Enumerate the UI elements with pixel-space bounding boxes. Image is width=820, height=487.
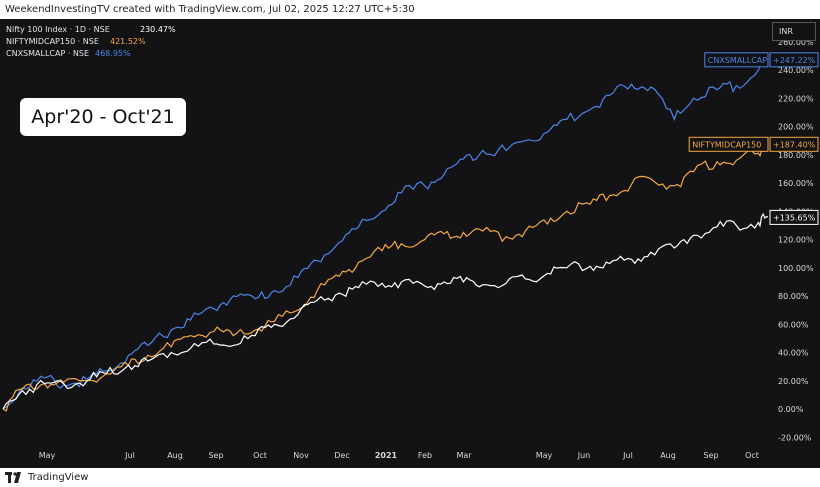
legend-symbol[interactable]: CNXSMALLCAP · NSE [6,49,89,58]
x-tick-label: Jun [577,451,591,460]
x-tick-label: Jul [622,451,633,460]
chart-series-lines[interactable] [2,56,769,412]
legend-symbol[interactable]: NIFTYMIDCAP150 · NSE [6,37,99,46]
y-axis[interactable]: -20.00% 0.00% 20.00% 40.00% 60.00% 80.00% 100.… [778,38,814,443]
y-tick-label: 120.00% [778,236,814,245]
price-label-name-box [688,136,769,152]
y-tick-label: 200.00% [778,123,814,132]
price-label: +187.40% NIFTYMIDCAP150 [688,136,819,152]
price-label-box [769,52,819,68]
x-tick-label: Feb [418,451,432,460]
y-tick-label: 160.00% [778,179,814,188]
x-tick-label: May [536,451,553,460]
y-tick-label: 100.00% [778,264,814,273]
y-tick-label: 40.00% [778,349,809,358]
series-line-niftymidcap150[interactable] [2,144,769,412]
x-tick-label: Aug [660,451,676,460]
y-tick-label: 20.00% [778,377,809,386]
top-caption-bar: WeekendInvestingTV created with TradingV… [0,0,820,19]
price-label: +247.22% CNXSMALLCAP [704,52,819,68]
x-tick-label: Nov [293,451,309,460]
series-line-nifty-100-index[interactable] [2,212,769,410]
y-tick-label: 260.00% [778,38,814,47]
legend-value: 230.47% [140,25,176,34]
price-label-value: +135.65% [773,213,816,222]
y-tick-label: 80.00% [778,292,809,301]
price-labels: +247.22% CNXSMALLCAP +187.40% NIFTYMIDCAP15… [688,52,819,225]
price-label-value: +247.22% [773,56,816,65]
legend-value: 468.95% [95,49,131,58]
x-tick-label: 2021 [375,451,398,460]
tradingview-brand-text[interactable]: TradingView [28,472,89,483]
y-tick-label: 0.00% [778,405,804,414]
price-label-value: +187.40% [773,140,816,149]
x-tick-label: Oct [253,451,267,460]
y-tick-label: 240.00% [778,66,814,75]
chart-panel[interactable]: Nifty 100 Index · 1D · NSE 230.47% NIFTYMI… [0,19,820,468]
y-tick-label: 220.00% [778,94,814,103]
series-line-cnxsmallcap[interactable] [2,56,769,410]
x-tick-label: Mar [456,451,472,460]
currency-button[interactable]: INR [772,22,816,41]
x-tick-label: May [39,451,56,460]
price-label: +135.65% [769,209,819,225]
bottom-brand-bar: TradingView [0,468,820,487]
chart-legend: Nifty 100 Index · 1D · NSE 230.47% NIFTYMI… [6,25,176,58]
legend-value: 421.52% [110,37,146,46]
date-range-annotation: Apr'20 - Oct'21 [20,98,186,136]
price-label-name-box [704,52,769,68]
price-label-name: NIFTYMIDCAP150 [692,140,761,149]
x-tick-label: Oct [745,451,759,460]
legend-symbol[interactable]: Nifty 100 Index · 1D · NSE [6,25,110,34]
price-label-name: CNXSMALLCAP [708,56,767,65]
y-tick-label: 60.00% [778,320,809,329]
tradingview-logo-icon [5,472,21,483]
x-tick-label: Dec [334,451,349,460]
x-tick-label: Aug [167,451,183,460]
x-axis[interactable]: May Jul Aug Sep Oct Nov Dec 2021 Feb Mar May Jun Jul… [39,451,759,460]
price-label-box [769,136,819,152]
x-tick-label: Jul [124,451,135,460]
y-tick-label: -20.00% [778,433,812,442]
x-tick-label: Sep [208,451,223,460]
chart-svg[interactable]: Nifty 100 Index · 1D · NSE 230.47% NIFTYMI… [0,19,820,468]
price-label-box [769,209,819,225]
x-tick-label: Sep [703,451,718,460]
created-with-caption: WeekendInvestingTV created with TradingV… [5,4,415,15]
y-tick-label: 180.00% [778,151,814,160]
